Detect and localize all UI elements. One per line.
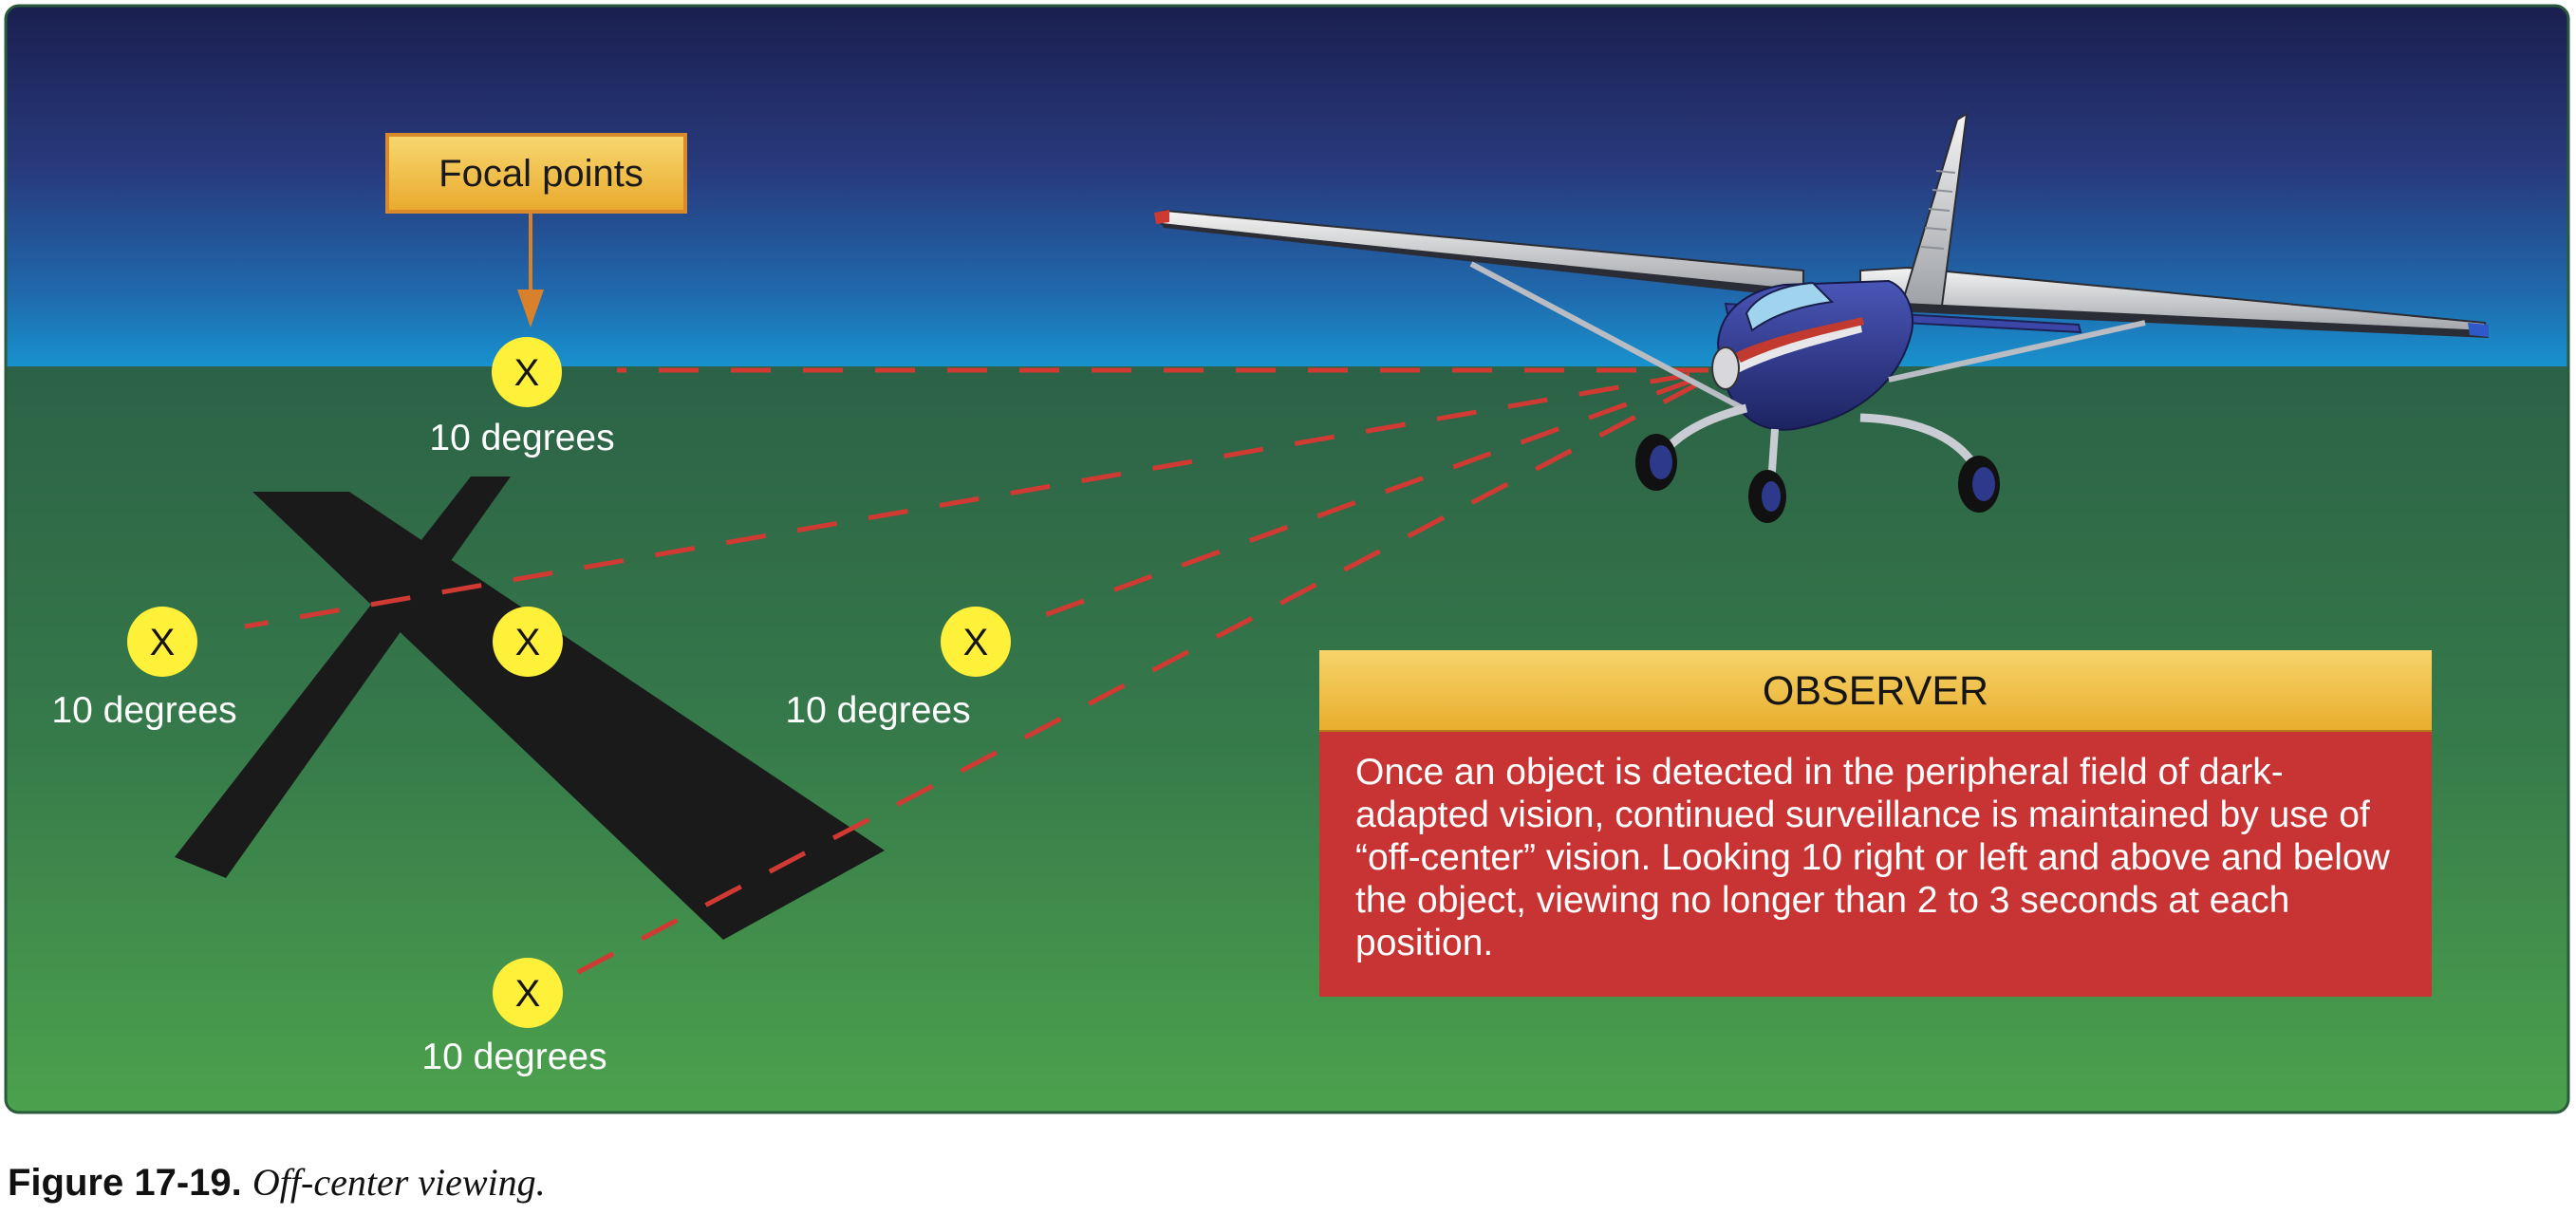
left-wingtip	[1154, 210, 1169, 224]
observer-heading: OBSERVER	[1319, 650, 2432, 732]
propeller-spinner	[1711, 346, 1740, 390]
scene-border	[4, 4, 2570, 1114]
focal-marker	[941, 607, 1011, 677]
observer-description: Once an object is detected in the periph…	[1355, 752, 2390, 963]
right-wheel-icon	[1958, 456, 2000, 513]
right-wing-underside	[1884, 302, 2489, 338]
right-wingtip	[2468, 323, 2489, 337]
focal-marker	[492, 337, 562, 407]
right-gear-leg	[1859, 413, 1978, 468]
left-wing-underside	[1162, 224, 1803, 298]
focal-marker-x: X	[963, 622, 989, 664]
focal-point-top: X 10 degrees	[429, 337, 615, 458]
focal-degree-label: 10 degrees	[429, 418, 614, 458]
tail-fin-ribs	[1920, 170, 1956, 250]
left-wheel-icon	[1635, 434, 1677, 491]
focal-point-bottom: X 10 degrees	[421, 958, 607, 1077]
sight-line-left	[244, 372, 1690, 629]
focal-point-left: X 10 degrees	[51, 607, 237, 731]
figure-number: Figure 17-19.	[8, 1162, 242, 1204]
callout-arrow-head	[517, 290, 544, 327]
focal-point-right: X 10 degrees	[785, 607, 1011, 731]
focal-degree-label: 10 degrees	[51, 690, 236, 731]
focal-marker	[493, 958, 563, 1028]
observer-panel: OBSERVER Once an object is detected in t…	[1319, 650, 2432, 997]
runway-intersection	[175, 477, 885, 940]
fuselage-red-stripe	[1735, 317, 1864, 363]
sight-line-right	[1028, 377, 1695, 624]
focal-point-center: X	[493, 607, 563, 677]
right-strut	[1888, 320, 2146, 383]
focal-degree-label: 10 degrees	[785, 690, 970, 731]
focal-marker-x: X	[515, 622, 541, 664]
windshield	[1745, 281, 1835, 332]
fuselage-stripe	[1720, 323, 1862, 380]
figure-caption: Figure 17-19. Off-center viewing.	[8, 1160, 546, 1205]
focal-marker-x: X	[150, 622, 176, 664]
left-strut	[1469, 261, 1745, 411]
aircraft-icon	[1154, 112, 2489, 523]
focal-marker	[493, 607, 563, 677]
callout-label: Focal points	[439, 153, 644, 195]
focal-points-callout: Focal points	[385, 133, 687, 327]
figure-title: Off-center viewing.	[252, 1161, 546, 1204]
nose-wheel-icon	[1748, 470, 1786, 523]
focal-marker-x: X	[515, 973, 541, 1015]
runway-cross	[175, 477, 511, 878]
focal-degree-label: 10 degrees	[421, 1037, 607, 1077]
sight-lines	[244, 367, 1708, 981]
callout-box	[385, 133, 687, 214]
focal-marker	[127, 607, 197, 677]
focal-marker-x: X	[514, 352, 540, 394]
